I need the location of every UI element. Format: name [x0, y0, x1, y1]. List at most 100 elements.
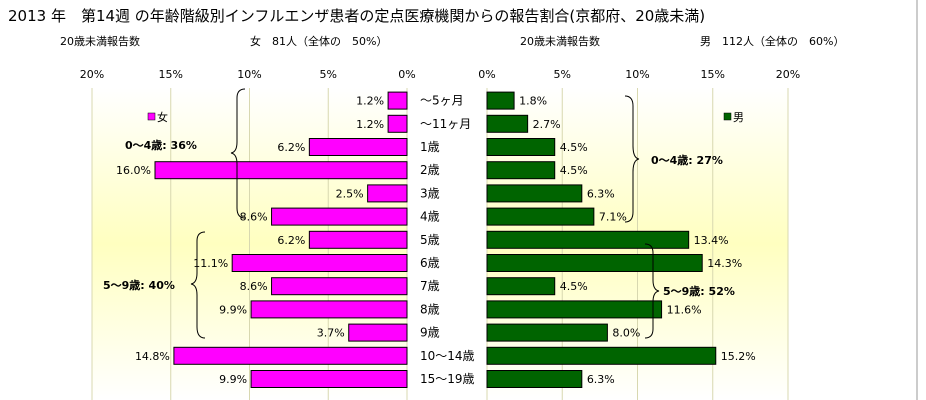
male-data-label: 7.1% [599, 211, 627, 224]
category-label: ～11ヶ月 [420, 117, 471, 131]
category-labels: ～5ヶ月 ～11ヶ月 1歳 2歳 3歳 4歳 5歳 6歳 7歳 8歳 9歳 10～14歳 15～19歳 [420, 94, 475, 386]
female-legend: 女 [147, 110, 168, 124]
left-tick-label: 10% [237, 68, 261, 81]
female-bar [250, 300, 408, 319]
male-bar [486, 254, 703, 272]
female-bar [308, 230, 408, 249]
male-bar [486, 207, 595, 226]
axis-tick-labels: 20% 15% 10% 5% 0% 0% 5% 10% 15% 20% [80, 68, 800, 81]
male-data-label: 4.5% [560, 141, 588, 154]
female-bars [154, 91, 408, 388]
male-bar [486, 114, 529, 133]
female-bracket-5-9 [190, 231, 206, 339]
female-data-label: 1.2% [356, 95, 384, 108]
male-bar [486, 91, 515, 110]
male-data-label: 15.2% [721, 350, 756, 363]
left-tick-label: 15% [159, 68, 183, 81]
male-data-label: 11.6% [667, 303, 702, 316]
female-data-label: 8.6% [240, 280, 268, 293]
female-bar [271, 207, 408, 226]
female-bar [348, 323, 408, 342]
male-data-label: 4.5% [560, 164, 588, 177]
male-bracket-5-9 [644, 243, 660, 339]
category-label: 6歳 [420, 256, 440, 270]
female-data-label: 6.2% [277, 141, 305, 154]
female-bar [308, 138, 408, 156]
female-annotation-0-4: 0～4歳: 36% [125, 138, 197, 152]
female-legend-swatch [147, 112, 156, 121]
male-data-label: 6.3% [587, 373, 615, 386]
male-bar [486, 323, 608, 342]
female-legend-label: 女 [157, 110, 168, 124]
female-data-label: 16.0% [116, 164, 151, 177]
category-label: 4歳 [420, 210, 440, 224]
male-bar [486, 300, 663, 319]
right-tick-label: 5% [554, 68, 571, 81]
left-header-stat: 女 81人（全体の 50%） [250, 34, 387, 48]
category-label: 1歳 [420, 140, 440, 154]
female-bar [387, 114, 408, 133]
female-data-label: 8.6% [240, 211, 268, 224]
male-bracket-0-4 [624, 95, 640, 223]
female-bracket-0-4 [230, 88, 246, 219]
female-data-label: 9.9% [219, 303, 247, 316]
right-header-stat: 男 112人（全体の 60%） [700, 34, 844, 48]
male-bar [486, 370, 583, 388]
male-legend-label: 男 [733, 111, 744, 124]
category-label: 8歳 [420, 302, 440, 316]
male-legend: 男 [723, 111, 744, 124]
right-tick-label: 20% [776, 68, 800, 81]
male-data-label: 14.3% [707, 257, 742, 270]
female-annotation-5-9: 5～9歳: 40% [103, 278, 175, 292]
male-annotation-5-9: 5～9歳: 52% [663, 284, 735, 298]
male-bar [486, 230, 690, 249]
male-bars [486, 91, 717, 388]
male-bar [486, 161, 556, 180]
female-bar [154, 161, 408, 180]
female-data-label: 14.8% [135, 350, 170, 363]
category-label: 7歳 [420, 279, 440, 293]
male-bar [486, 184, 583, 203]
male-legend-swatch [723, 112, 732, 121]
category-label: 15～19歳 [420, 372, 475, 386]
right-tick-label: 10% [625, 68, 649, 81]
right-header-label: 20歳未満報告数 [520, 35, 600, 48]
female-bar [250, 370, 408, 388]
male-annotation-0-4: 0～4歳: 27% [651, 153, 723, 167]
chart-title: 2013 年 第14週 の年齢階級別インフルエンザ患者の定点医療機関からの報告割… [8, 7, 705, 25]
female-data-label: 11.1% [193, 257, 228, 270]
male-data-label: 8.0% [612, 327, 640, 340]
female-bar [271, 277, 408, 296]
category-label: 10～14歳 [420, 349, 475, 363]
male-data-label: 4.5% [560, 280, 588, 293]
female-data-label: 2.5% [336, 187, 364, 200]
category-label: 9歳 [420, 326, 440, 340]
right-tick-label: 0% [478, 68, 495, 81]
male-data-labels: 1.8% 2.7% 4.5% 4.5% 6.3% 7.1% 13.4% 14.3% 4.5% 11… [519, 95, 756, 386]
male-bar [486, 277, 556, 296]
male-data-label: 2.7% [533, 118, 561, 131]
category-label: 5歳 [420, 233, 440, 247]
female-data-label: 6.2% [277, 234, 305, 247]
female-data-label: 9.9% [219, 373, 247, 386]
left-header-label: 20歳未満報告数 [60, 35, 140, 48]
female-bar [387, 91, 408, 110]
category-label: 3歳 [420, 186, 440, 200]
male-data-label: 13.4% [694, 234, 729, 247]
left-tick-label: 20% [80, 68, 104, 81]
male-bar [486, 346, 717, 365]
left-tick-label: 0% [398, 68, 415, 81]
male-data-label: 1.8% [519, 95, 547, 108]
female-data-label: 3.7% [317, 327, 345, 340]
female-bar [231, 254, 408, 272]
female-bar [173, 346, 408, 365]
female-data-label: 1.2% [356, 118, 384, 131]
male-bar [486, 138, 556, 156]
male-data-label: 6.3% [587, 187, 615, 200]
female-bar [367, 184, 408, 203]
female-data-labels: 1.2% 1.2% 6.2% 16.0% 2.5% 8.6% 6.2% 11.1% 8.6% 9.… [116, 95, 384, 386]
category-label: 2歳 [420, 163, 440, 177]
left-tick-label: 5% [320, 68, 337, 81]
category-label: ～5ヶ月 [420, 94, 464, 108]
